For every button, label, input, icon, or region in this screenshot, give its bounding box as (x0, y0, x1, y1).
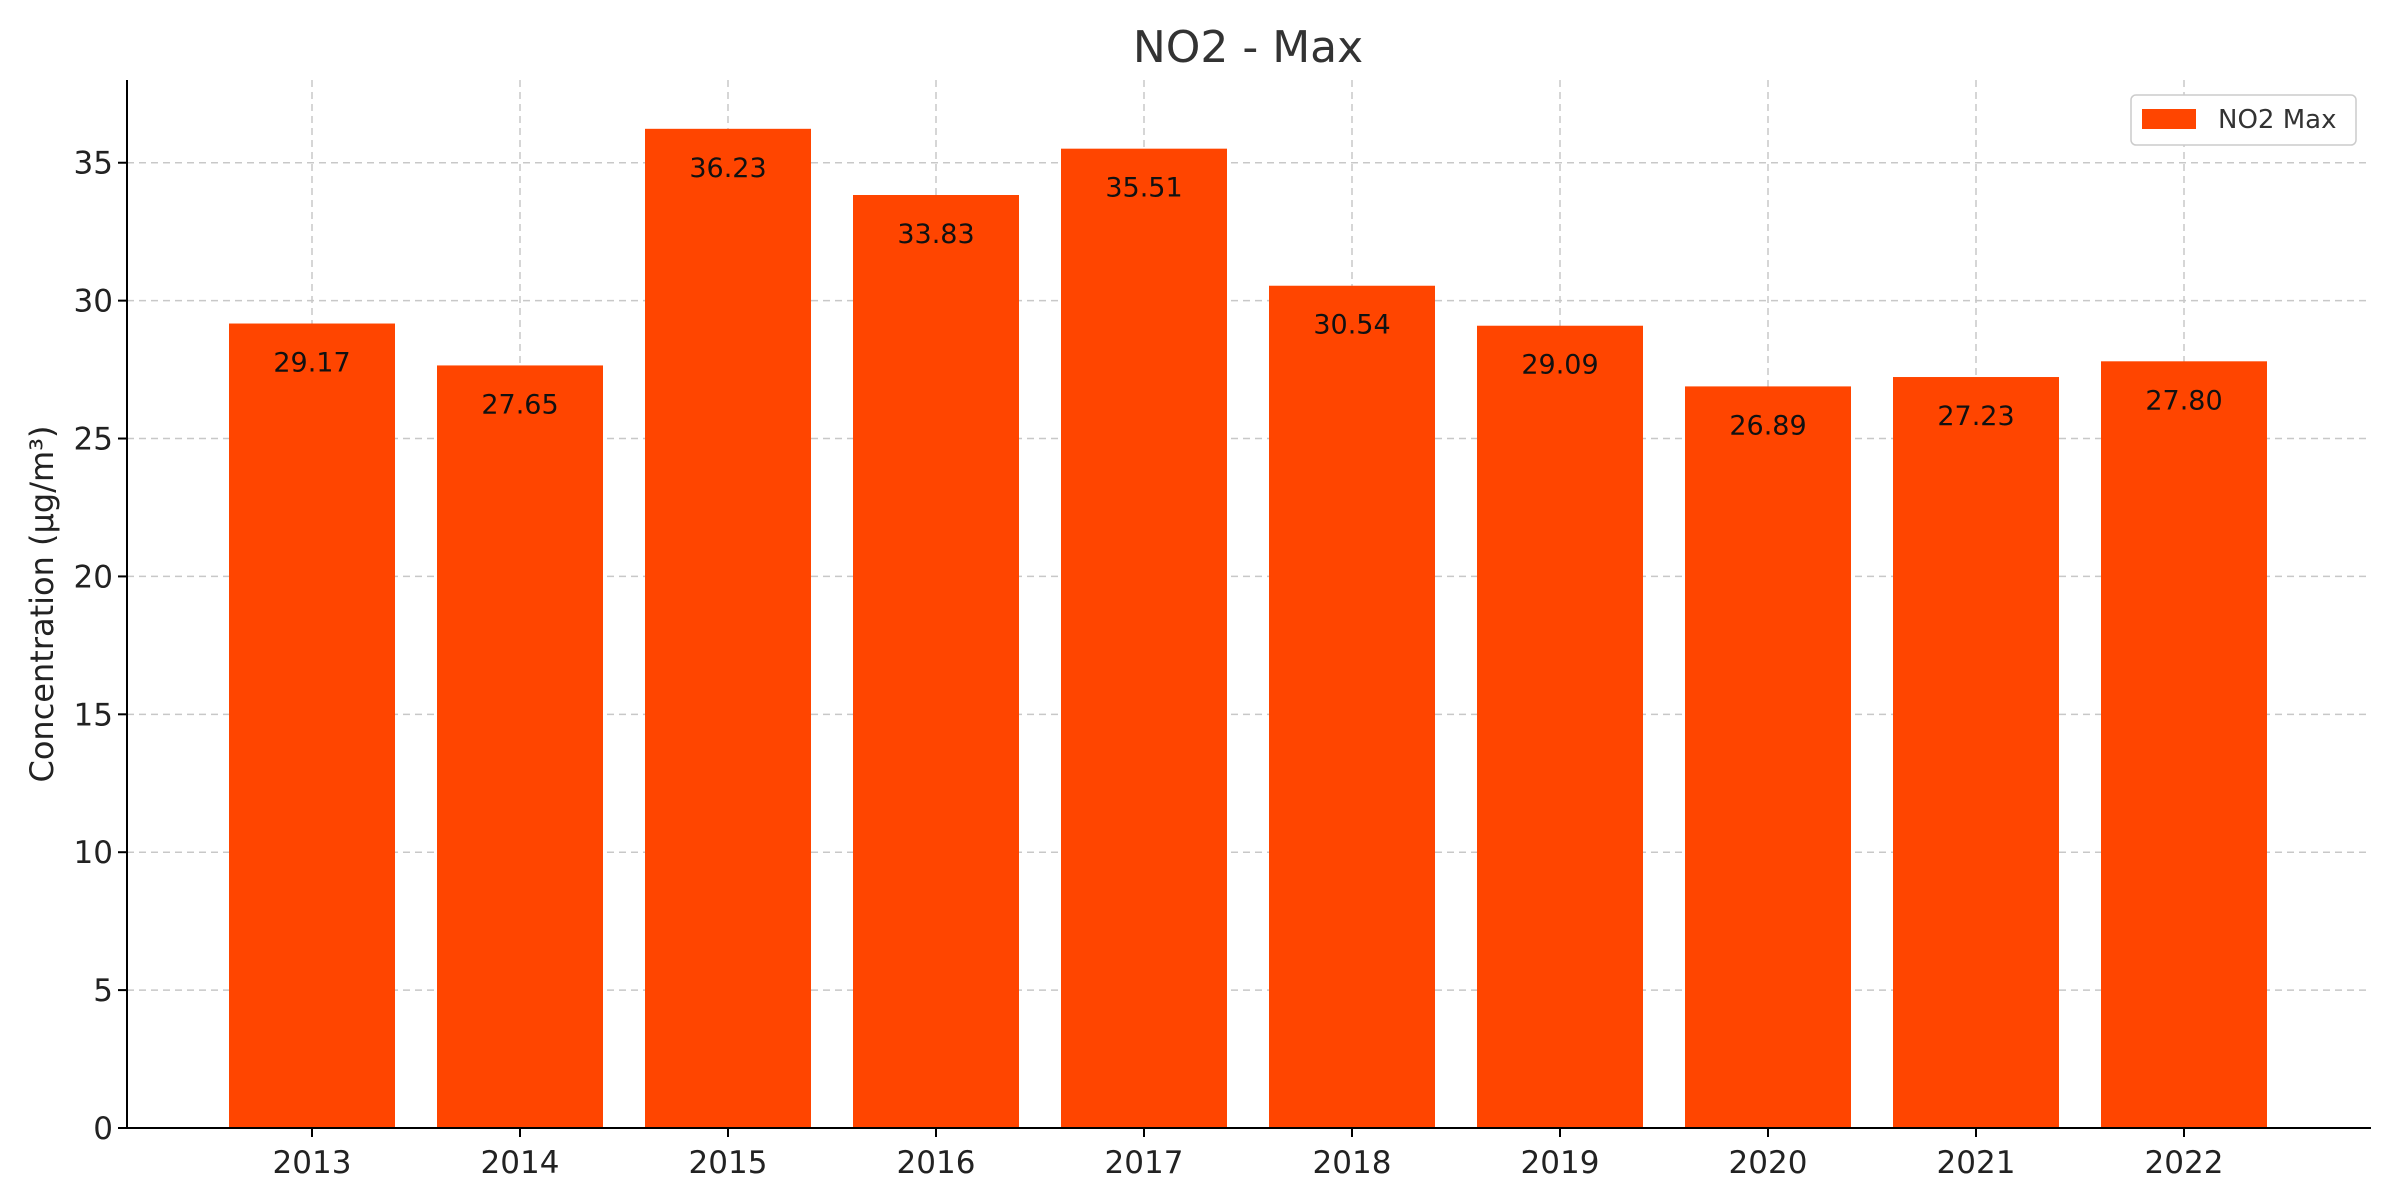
legend-swatch (2142, 109, 2196, 129)
x-tick-label: 2014 (481, 1145, 560, 1181)
y-tick-label: 35 (74, 146, 113, 182)
bar-value-label: 27.23 (1937, 401, 2014, 432)
bar (1893, 377, 2059, 1128)
data-labels: 29.17 27.65 36.23 33.83 35.51 30.54 29.09 26.89… (273, 153, 2222, 442)
bar-value-label: 30.54 (1313, 310, 1390, 341)
bar (645, 128, 811, 1128)
x-tick-label: 2017 (1105, 1145, 1184, 1181)
y-tick-label: 25 (74, 422, 113, 458)
bar (1061, 148, 1227, 1129)
x-tick-label: 2022 (2145, 1145, 2224, 1181)
y-tick-label: 30 (74, 284, 113, 320)
y-tick-label: 20 (74, 559, 113, 595)
bar-value-label: 26.89 (1729, 410, 1806, 441)
bar-value-label: 29.17 (273, 348, 350, 379)
x-tick-label: 2013 (273, 1145, 352, 1181)
x-tick-label: 2016 (897, 1145, 976, 1181)
legend-box (2130, 94, 2357, 146)
axes (126, 80, 2371, 1129)
x-tick-label: 2018 (1313, 1145, 1392, 1181)
bar-value-label: 27.65 (481, 389, 558, 420)
y-axis-label: Concentration (µg/m³) (23, 426, 61, 783)
bar (437, 365, 603, 1128)
x-tick-label: 2021 (1937, 1145, 2016, 1181)
x-tick-label: 2015 (689, 1145, 768, 1181)
bar (1685, 386, 1851, 1128)
y-tick-labels: 0 5 10 15 20 25 30 35 (74, 146, 127, 1147)
legend-label: NO2 Max (2218, 105, 2336, 135)
x-tick-labels: 2013 2014 2015 2016 2017 2018 2019 2020 2021 2022 (273, 1128, 2224, 1181)
x-tick-label: 2020 (1729, 1145, 1808, 1181)
x-tick-label: 2019 (1521, 1145, 1600, 1181)
bar (2101, 361, 2267, 1128)
y-tick-label: 5 (93, 973, 113, 1009)
bar-value-label: 29.09 (1521, 350, 1598, 381)
bar (1269, 285, 1435, 1128)
bar-value-label: 33.83 (897, 219, 974, 250)
bar-value-label: 36.23 (689, 153, 766, 184)
bar-value-label: 35.51 (1105, 173, 1182, 204)
y-tick-label: 15 (74, 697, 113, 733)
bar (229, 323, 395, 1128)
bar-value-label: 27.80 (2145, 385, 2222, 416)
y-tick-label: 10 (74, 835, 113, 871)
bar-series (229, 128, 2267, 1129)
y-tick-label: 0 (93, 1111, 113, 1147)
bar (1477, 325, 1643, 1129)
bar (853, 195, 1019, 1128)
legend: NO2 Max (2130, 94, 2357, 146)
chart-title: NO2 - Max (1133, 22, 1363, 73)
